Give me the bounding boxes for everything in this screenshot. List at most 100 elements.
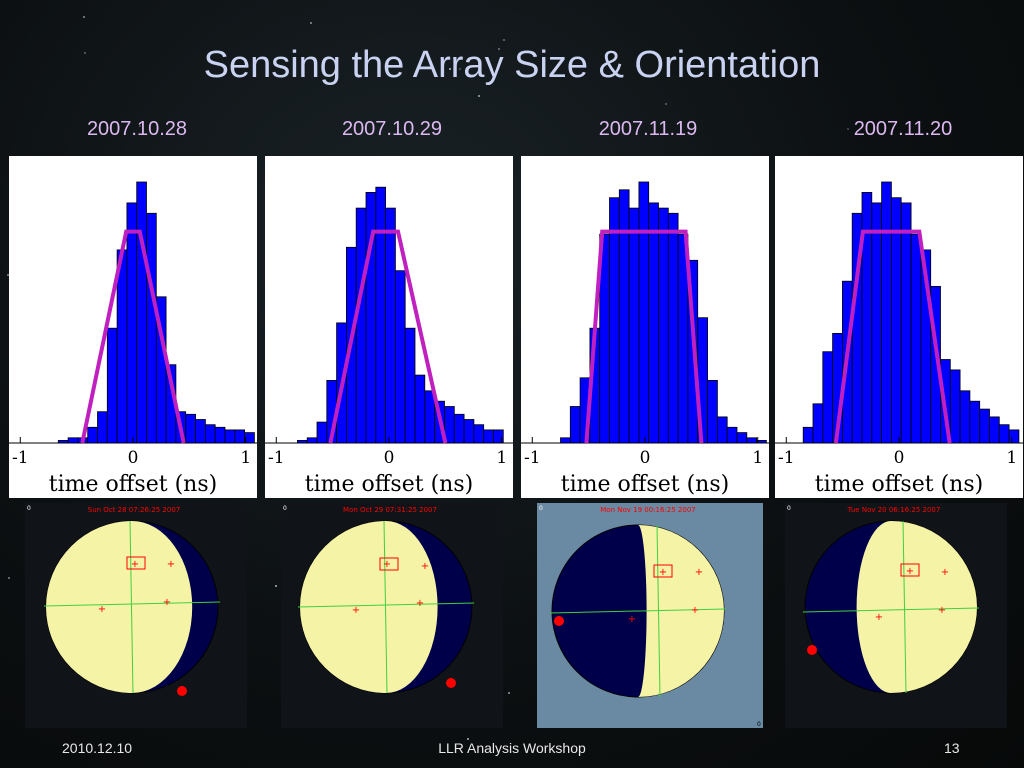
histogram-bar	[648, 202, 659, 444]
histogram-chart-2: -1 0 1 time offset (ns)	[265, 186, 513, 497]
histogram-bar	[1008, 429, 1020, 444]
histogram-bar	[424, 390, 436, 444]
histogram-bar	[881, 181, 892, 444]
star	[275, 585, 277, 587]
x-tick-label: 0	[384, 448, 395, 468]
moon-lit-region	[856, 521, 977, 693]
moon-meridian-line	[383, 520, 388, 694]
histogram-bar	[707, 379, 718, 444]
histogram-bar	[306, 437, 318, 444]
star	[498, 48, 500, 50]
reflector-marker: +	[421, 561, 429, 572]
moon-view-corner-label: 0	[757, 721, 761, 728]
reflector-marker: +	[416, 598, 424, 609]
histogram-bar	[414, 374, 426, 444]
x-tick-label: 0	[128, 448, 139, 468]
reflector-marker: +	[906, 566, 914, 577]
histogram-chart-1: -1 0 1 time offset (ns)	[9, 181, 257, 497]
histogram-bar	[355, 207, 367, 444]
histogram-bar	[618, 189, 630, 444]
chart-title-2: 2007.10.29	[341, 118, 443, 140]
histogram-bar	[658, 207, 669, 444]
x-tick-label: 0	[640, 448, 651, 468]
star	[670, 58, 672, 60]
x-tick-label: -1	[268, 448, 285, 468]
star	[84, 52, 86, 54]
histogram-bar	[146, 212, 157, 444]
histogram-bar	[404, 327, 416, 444]
chart-title-3: 2007.11.19	[598, 118, 698, 140]
histogram-chart-4: -1 0 1 time offset (ns)	[775, 181, 1023, 497]
moon-view-4: + + + + Tue Nov 20 06:16:25 2007 0	[785, 503, 1007, 728]
reflector-marker: +	[941, 567, 949, 578]
x-axis-label: time offset (ns)	[815, 472, 983, 497]
footer-date: 2010.12.10	[62, 740, 133, 756]
reflector-marker: +	[695, 567, 703, 578]
reflector-marker: +	[163, 597, 171, 608]
histogram-bar	[891, 197, 902, 444]
reflector-highlight-box	[653, 564, 673, 578]
reflector-marker: +	[659, 567, 667, 578]
moon-equator-line	[549, 608, 727, 614]
reflector-highlight-box	[379, 557, 399, 571]
x-tick-label: -1	[778, 448, 795, 468]
histogram-bar	[375, 186, 387, 444]
moon-view-2: + + + + Mon Oct 29 07:31:25 2007 0	[281, 503, 503, 728]
histogram-bar	[569, 406, 581, 444]
footer-event: LLR Analysis Workshop	[438, 740, 586, 756]
histogram-bar	[726, 426, 738, 444]
x-tick-label: 1	[240, 448, 251, 468]
star	[467, 738, 469, 740]
sub-earth-point-dot	[807, 645, 817, 655]
star	[503, 39, 505, 41]
moon-lit-region	[46, 521, 193, 693]
sub-earth-point-dot	[554, 616, 564, 626]
moon-view-timestamp: Tue Nov 20 06:16:25 2007	[847, 506, 941, 514]
moon-equator-line	[297, 602, 475, 608]
reflector-highlight-box	[900, 563, 920, 577]
histogram-bar	[185, 413, 197, 444]
histogram-bar	[316, 421, 328, 444]
histogram-bar	[628, 207, 640, 444]
x-tick-label: 1	[1006, 448, 1017, 468]
reflector-marker: +	[691, 605, 699, 616]
x-tick-label: -1	[12, 448, 29, 468]
reflector-marker: +	[98, 604, 106, 615]
histogram-bar	[234, 429, 246, 444]
histogram-bar	[214, 426, 226, 444]
star	[366, 58, 368, 60]
histogram-bar	[959, 390, 971, 444]
moon-view-corner-label: 0	[787, 505, 791, 512]
model-line	[833, 229, 952, 444]
reflector-marker: +	[383, 559, 391, 570]
histogram-bar	[493, 429, 504, 444]
histogram-chart-3: -1 0 1 time offset (ns)	[521, 181, 769, 497]
x-tick-label: 1	[496, 448, 507, 468]
histogram-bar	[57, 439, 69, 444]
histogram-bar	[979, 408, 990, 444]
moon-view-panel-3: + + + + Mon Nov 19 00:16:25 2007 0 0	[537, 503, 763, 728]
histogram-bar	[802, 426, 814, 444]
moon-view-corner-label: 0	[283, 505, 287, 512]
histogram-bar	[969, 400, 981, 444]
histogram-bar	[998, 424, 1010, 444]
histogram-bar	[87, 426, 98, 444]
x-axis-label: time offset (ns)	[305, 472, 473, 497]
star	[459, 68, 461, 70]
star	[449, 68, 451, 70]
histogram-bar	[609, 197, 620, 444]
star	[310, 22, 312, 24]
moon-view-1: + + + + Sun Oct 28 07:26:25 2007 0	[25, 503, 247, 728]
star	[665, 103, 667, 105]
page-number: 13	[944, 740, 960, 756]
histogram-bar	[463, 419, 475, 444]
histogram-bar	[989, 416, 1000, 444]
x-tick-label: 0	[894, 448, 905, 468]
histogram-bar	[136, 181, 147, 444]
histogram-panel-3: -1 0 1 time offset (ns)	[521, 156, 769, 498]
histogram-panel-2: -1 0 1 time offset (ns)	[265, 156, 513, 498]
moon-view-3: + + + + Mon Nov 19 00:16:25 2007 0 0	[537, 503, 763, 728]
histogram-bar	[473, 424, 485, 444]
chart-title-4: 2007.11.20	[853, 118, 953, 140]
histogram-bar	[297, 439, 308, 444]
